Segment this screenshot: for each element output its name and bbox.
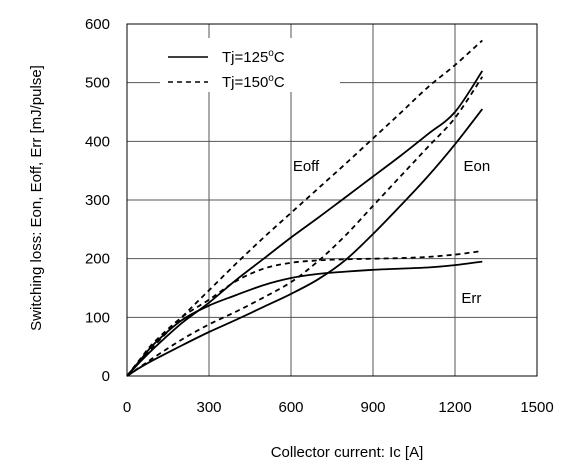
y-tick-labels: 0 100 200 300 400 500 600	[85, 16, 110, 385]
series-line-eon-solid	[126, 108, 484, 377]
series-line-err-dashed	[126, 250, 483, 377]
x-tick-label: 600	[278, 399, 303, 416]
x-tick-label: 1200	[438, 399, 471, 416]
x-axis-label: Collector current: Ic [A]	[271, 444, 424, 461]
annotation-eoff: Eoff	[293, 158, 320, 175]
y-tick-label: 600	[85, 16, 110, 33]
plot-frame	[126, 23, 538, 377]
y-tick-label: 100	[85, 309, 110, 326]
y-tick-label: 500	[85, 75, 110, 92]
series-line-eoff-solid	[126, 70, 484, 377]
y-tick-label: 200	[85, 251, 110, 268]
series-line-eon-dashed	[126, 76, 484, 377]
annotation-eon: Eon	[464, 158, 491, 175]
series-curves	[126, 39, 484, 377]
legend: Tj=125oC Tj=150oC	[160, 38, 340, 92]
x-tick-label: 900	[360, 399, 385, 416]
legend-label-2: Tj=150oC	[222, 73, 285, 91]
y-tick-label: 400	[85, 133, 110, 150]
annotation-err: Err	[461, 290, 481, 307]
y-tick-label: 0	[102, 368, 110, 385]
series-line-eoff-dashed	[126, 39, 483, 377]
x-tick-label: 300	[196, 399, 221, 416]
legend-box	[160, 38, 340, 92]
x-tick-label: 0	[123, 399, 131, 416]
x-tick-label: 1500	[520, 399, 553, 416]
x-tick-labels: 0 300 600 900 1200 1500	[123, 399, 554, 416]
legend-label-1: Tj=125oC	[222, 48, 285, 66]
y-tick-label: 300	[85, 192, 110, 209]
series-line-err-solid	[126, 260, 483, 377]
y-axis-label: Switching loss: Eon, Eoff, Err [mJ/pulse…	[28, 65, 45, 331]
